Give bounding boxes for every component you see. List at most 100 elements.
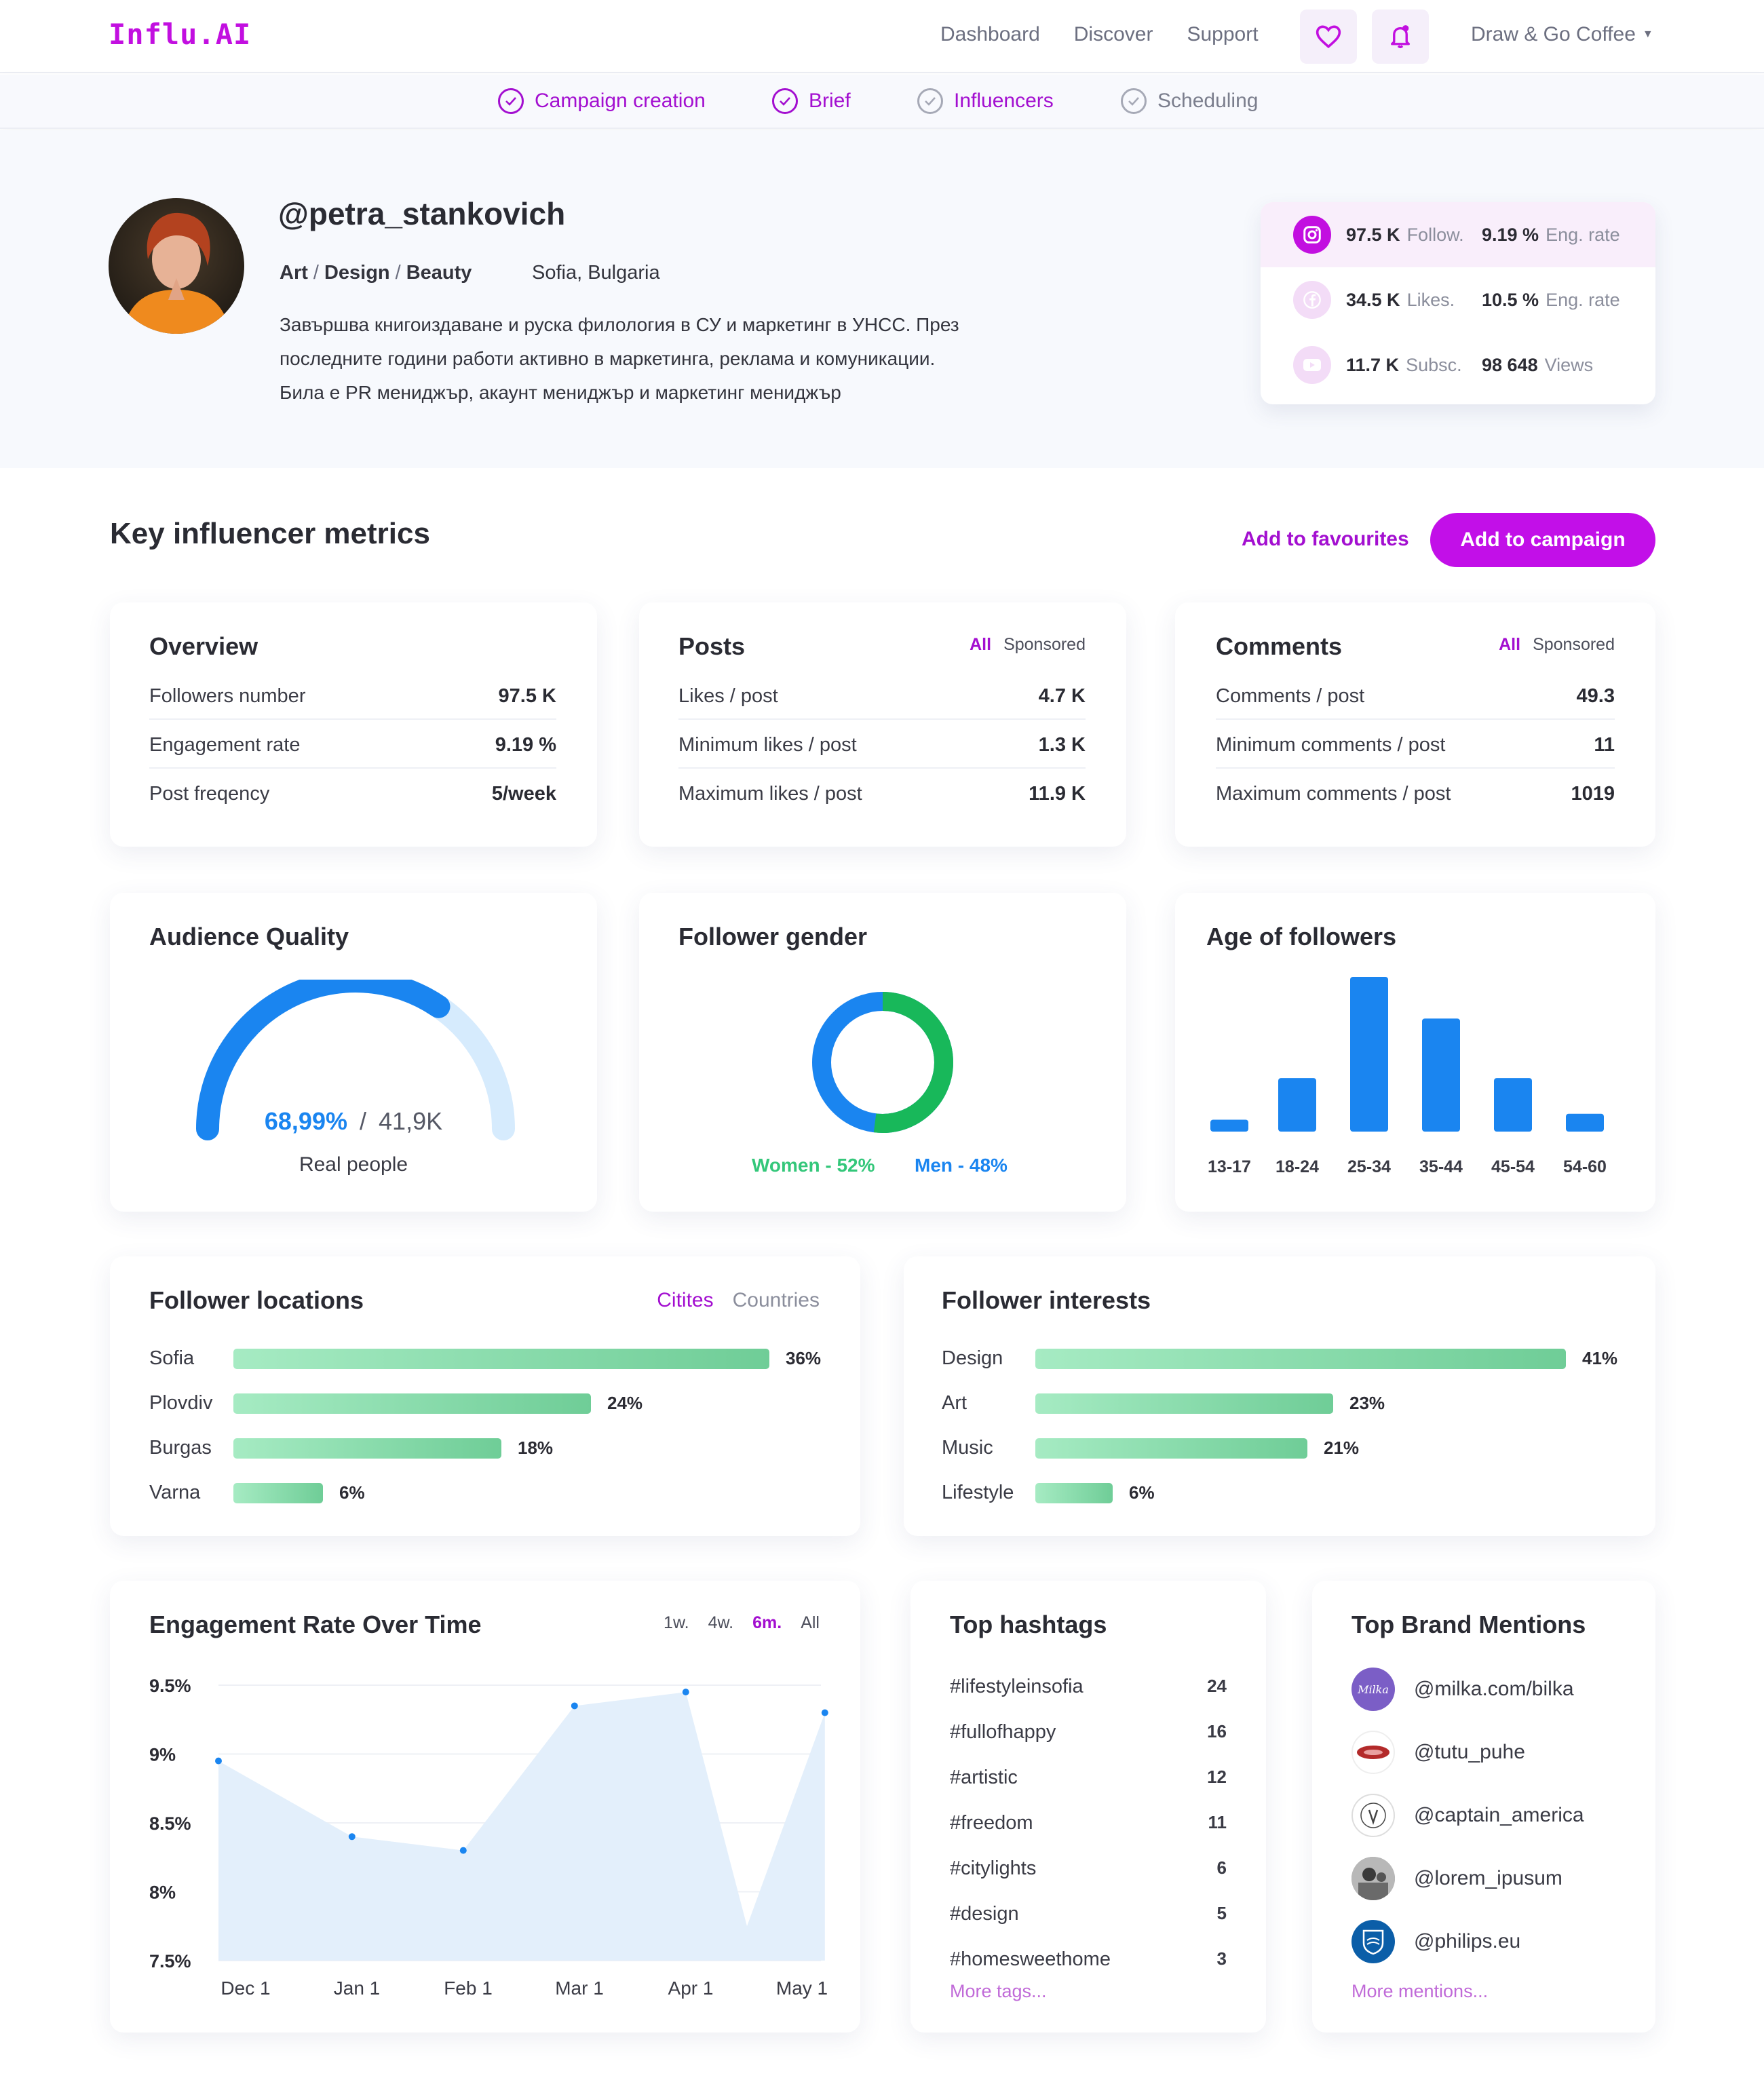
women-segment <box>812 992 953 1133</box>
audience-quality-caption: Real people <box>299 1153 408 1176</box>
hashtag-label: #freedom <box>950 1812 1033 1834</box>
social-row-instagram[interactable]: 97.5 K Follow. 9.19 % Eng. rate <box>1261 202 1655 267</box>
add-to-campaign-button[interactable]: Add to campaign <box>1430 513 1655 567</box>
bio-line: Била е PR мениджър, акаунт мениджър и ма… <box>280 382 841 403</box>
bar-label: Plovdiv <box>149 1392 213 1414</box>
follower-locations-card: Follower locations Citites Countries Sof… <box>110 1256 860 1536</box>
bar-fill <box>233 1393 591 1414</box>
filter-countries[interactable]: Countries <box>732 1289 820 1311</box>
brand-handle: @tutu_puhe <box>1414 1741 1525 1763</box>
social-label: Subsc. <box>1406 354 1462 375</box>
brand-logo <box>1351 1731 1395 1774</box>
metric-value: 49.3 <box>1576 685 1615 707</box>
brand-row[interactable]: @tutu_puhe <box>1351 1731 1525 1774</box>
brand-row[interactable]: @captain_america <box>1351 1794 1584 1837</box>
notifications-button[interactable] <box>1372 9 1429 64</box>
hashtag-row[interactable]: #fullofhappy 16 <box>950 1721 1227 1744</box>
data-point[interactable] <box>348 1833 356 1841</box>
nav-link-dashboard[interactable]: Dashboard <box>940 23 1040 45</box>
step-scheduling[interactable]: Scheduling <box>1121 88 1258 114</box>
hashtag-row[interactable]: #artistic 12 <box>950 1767 1227 1789</box>
metric-row: Followers number 97.5 K <box>149 685 556 720</box>
social-metric: 9.19 % <box>1482 224 1539 245</box>
follower-gender-card: Follower gender Women - 52% Men - 48% <box>639 893 1126 1212</box>
bar-row: Varna 6% <box>149 1482 365 1504</box>
brand-row[interactable]: @lorem_ipusum <box>1351 1857 1562 1900</box>
filter-all[interactable]: All <box>1499 635 1521 654</box>
hashtag-label: #citylights <box>950 1857 1037 1879</box>
data-point[interactable] <box>459 1847 467 1854</box>
more-tags-link[interactable]: More tags... <box>950 1981 1047 2001</box>
filter-sponsored[interactable]: Sponsored <box>1003 635 1086 654</box>
favourites-button[interactable] <box>1300 9 1357 64</box>
bar-label: Music <box>942 1437 993 1459</box>
social-metric: 98 648 <box>1482 354 1538 375</box>
follower-interests-card: Follower interests Design 41% Art 23% Music 2… <box>904 1256 1655 1536</box>
range-6m[interactable]: 6m. <box>752 1613 782 1632</box>
step-label: Brief <box>809 90 851 112</box>
brand-handle: @captain_america <box>1414 1804 1584 1826</box>
social-row-youtube[interactable]: 11.7 K Subsc. 98 648 Views <box>1261 332 1655 398</box>
hashtag-count: 12 <box>1207 1767 1227 1787</box>
brand-row[interactable]: @philips.eu <box>1351 1920 1520 1963</box>
influencer-location: Sofia, Bulgaria <box>532 262 660 284</box>
chevron-down-icon: ▼ <box>1642 28 1653 40</box>
app-logo[interactable]: Influ.AI <box>109 18 252 51</box>
hashtag-row[interactable]: #lifestyleinsofia 24 <box>950 1676 1227 1698</box>
range-all[interactable]: All <box>801 1613 820 1632</box>
nav-link-support[interactable]: Support <box>1187 23 1259 45</box>
card-title: Engagement Rate Over Time <box>149 1611 482 1638</box>
data-point[interactable] <box>571 1702 578 1710</box>
hashtag-count: 3 <box>1216 1948 1227 1969</box>
metric-row: Maximum comments / post 1019 <box>1216 783 1615 816</box>
metric-row: Minimum likes / post 1.3 K <box>678 734 1086 769</box>
bar-label: Varna <box>149 1482 201 1503</box>
card-title: Top Brand Mentions <box>1351 1611 1586 1638</box>
range-4w[interactable]: 4w. <box>708 1613 734 1632</box>
range-1w[interactable]: 1w. <box>664 1613 689 1632</box>
filter-all[interactable]: All <box>970 635 992 654</box>
hashtag-row[interactable]: #design 5 <box>950 1903 1227 1925</box>
card-title: Posts <box>678 632 746 660</box>
step-campaign-creation[interactable]: Campaign creation <box>498 88 706 114</box>
metric-row: Engagement rate 9.19 % <box>149 734 556 769</box>
card-title: Audience Quality <box>149 923 349 950</box>
filter-cities[interactable]: Citites <box>657 1289 714 1311</box>
hashtag-row[interactable]: #freedom 11 <box>950 1812 1227 1834</box>
x-tick-label: Apr 1 <box>668 1978 714 1999</box>
add-to-favourites-link[interactable]: Add to favourites <box>1242 528 1409 550</box>
step-label: Campaign creation <box>535 90 706 112</box>
posts-filter: All Sponsored <box>970 635 1086 655</box>
account-menu[interactable]: Draw & Go Coffee ▼ <box>1471 23 1653 46</box>
hashtag-row[interactable]: #citylights 6 <box>950 1857 1227 1880</box>
brand-row[interactable]: Milka @milka.com/bilka <box>1351 1668 1574 1711</box>
hashtag-row[interactable]: #homesweethome 3 <box>950 1948 1227 1971</box>
nav-link-discover[interactable]: Discover <box>1073 23 1153 45</box>
social-metric-label: Eng. rate <box>1546 289 1620 310</box>
brand-logo <box>1351 1794 1395 1837</box>
bar-percent: 36% <box>786 1348 822 1368</box>
data-point[interactable] <box>682 1689 689 1696</box>
x-tick-label: Jan 1 <box>334 1978 381 1999</box>
step-influencers[interactable]: Influencers <box>917 88 1054 114</box>
metric-row: Minimum comments / post 11 <box>1216 734 1615 769</box>
top-brand-mentions-card: Top Brand Mentions Milka @milka.com/bilka… <box>1312 1581 1655 2033</box>
age-tick-label: 54-60 <box>1563 1157 1607 1176</box>
data-point[interactable] <box>821 1709 828 1716</box>
influencer-bio: Завършва книгоиздаване и руска филология… <box>280 308 1094 410</box>
data-point[interactable] <box>215 1757 222 1765</box>
comments-filter: All Sponsored <box>1499 635 1615 655</box>
brand-logo <box>1351 1920 1395 1963</box>
top-navigation-bar: Influ.AI Dashboard Discover Support Draw… <box>0 0 1764 73</box>
age-bar <box>1422 1018 1460 1132</box>
step-brief[interactable]: Brief <box>772 88 851 114</box>
more-mentions-link[interactable]: More mentions... <box>1351 1981 1489 2001</box>
metric-value: 97.5 K <box>498 685 556 707</box>
metric-value: 1019 <box>1571 783 1615 805</box>
gender-donut-chart <box>812 992 953 1133</box>
social-row-facebook[interactable]: 34.5 K Likes. 10.5 % Eng. rate <box>1261 267 1655 332</box>
bar-percent: 21% <box>1324 1438 1360 1458</box>
section-title: Key influencer metrics <box>110 517 430 550</box>
filter-sponsored[interactable]: Sponsored <box>1533 635 1615 654</box>
check-circle-icon <box>917 88 943 114</box>
